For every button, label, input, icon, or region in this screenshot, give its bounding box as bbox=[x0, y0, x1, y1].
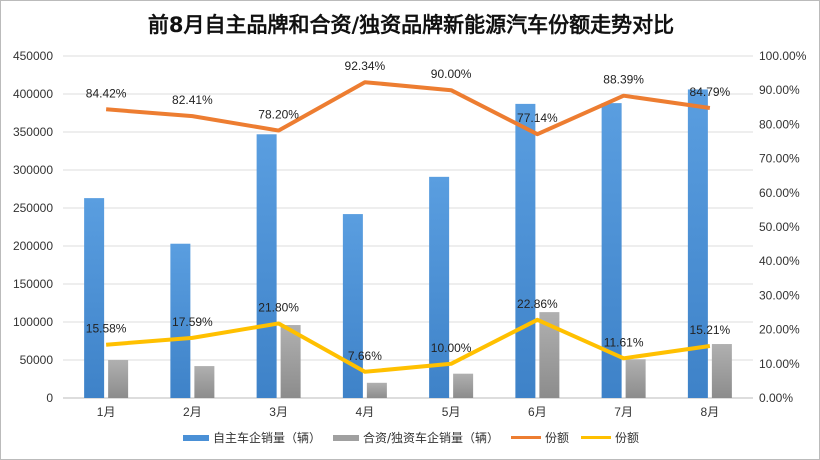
bar-domestic bbox=[256, 134, 277, 398]
data-label: 77.14% bbox=[517, 111, 558, 125]
left-tick-label: 250000 bbox=[13, 201, 53, 215]
share-line bbox=[105, 80, 711, 137]
legend-swatch bbox=[581, 436, 612, 439]
x-tick-label: 7月 bbox=[614, 405, 633, 419]
bar-domestic bbox=[84, 198, 105, 398]
share-line bbox=[105, 317, 711, 374]
left-tick-label: 400000 bbox=[13, 87, 53, 101]
x-tick-label: 3月 bbox=[269, 405, 288, 419]
right-tick-label: 60.00% bbox=[759, 186, 800, 200]
legend-label: 自主车企销量（辆） bbox=[212, 431, 321, 445]
bar-jv bbox=[625, 359, 646, 398]
right-tick-label: 50.00% bbox=[759, 220, 800, 234]
legend-item: 份额 bbox=[581, 429, 639, 446]
bar-domestic bbox=[429, 176, 450, 398]
chart-title: 前8月自主品牌和合资/独资品牌新能源汽车份额走势对比 bbox=[147, 13, 675, 37]
legend: 自主车企销量（辆） 合资/独资车企销量（辆） 份额 份额 bbox=[1, 429, 819, 446]
right-tick-label: 10.00% bbox=[759, 357, 800, 371]
legend-swatch bbox=[511, 436, 542, 439]
data-label: 78.20% bbox=[258, 108, 299, 122]
bar-domestic bbox=[601, 103, 622, 399]
data-label: 82.41% bbox=[172, 93, 213, 107]
legend-label: 合资/独资车企销量（辆） bbox=[362, 431, 500, 445]
left-tick-label: 200000 bbox=[13, 239, 53, 253]
bar-jv bbox=[366, 382, 387, 398]
data-label: 15.21% bbox=[690, 323, 731, 337]
data-label: 7.66% bbox=[348, 349, 382, 363]
legend-item: 份额 bbox=[511, 429, 569, 446]
left-tick-label: 0 bbox=[46, 391, 53, 405]
data-label: 17.59% bbox=[172, 315, 213, 329]
x-tick-label: 2月 bbox=[183, 405, 202, 419]
left-tick-label: 300000 bbox=[13, 163, 53, 177]
bar-jv bbox=[194, 366, 215, 398]
data-label: 11.61% bbox=[604, 335, 644, 349]
bar-jv bbox=[539, 312, 560, 398]
data-label: 88.39% bbox=[603, 73, 644, 87]
bar-jv bbox=[453, 373, 474, 398]
legend-label: 份额 bbox=[615, 431, 640, 445]
data-label: 22.86% bbox=[517, 297, 558, 311]
right-tick-label: 80.00% bbox=[759, 117, 800, 131]
legend-swatch bbox=[182, 434, 209, 441]
bar-jv bbox=[711, 344, 732, 398]
data-label: 92.34% bbox=[345, 59, 386, 73]
bar-jv bbox=[108, 360, 129, 398]
bar-domestic bbox=[515, 103, 536, 398]
legend-label: 份额 bbox=[545, 431, 570, 445]
data-label: 10.00% bbox=[431, 341, 472, 355]
right-tick-label: 20.00% bbox=[759, 323, 800, 337]
right-tick-label: 30.00% bbox=[759, 288, 800, 302]
bar-domestic bbox=[170, 243, 191, 398]
bar-domestic bbox=[342, 214, 363, 398]
left-tick-label: 150000 bbox=[13, 277, 53, 291]
right-tick-label: 90.00% bbox=[759, 83, 800, 97]
data-label: 15.58% bbox=[86, 322, 127, 336]
bar-domestic bbox=[687, 89, 708, 398]
x-tick-label: 6月 bbox=[528, 405, 547, 419]
legend-item: 合资/独资车企销量（辆） bbox=[332, 429, 500, 446]
x-tick-label: 8月 bbox=[701, 405, 720, 419]
left-tick-label: 350000 bbox=[13, 125, 53, 139]
right-tick-label: 40.00% bbox=[759, 254, 800, 268]
legend-swatch bbox=[332, 434, 359, 441]
right-tick-label: 70.00% bbox=[759, 152, 800, 166]
right-tick-label: 100.00% bbox=[759, 49, 807, 63]
bar-jv bbox=[280, 325, 301, 398]
x-tick-label: 1月 bbox=[97, 405, 116, 419]
data-label: 21.80% bbox=[258, 300, 299, 314]
right-tick-label: 0.00% bbox=[759, 391, 793, 405]
legend-item: 自主车企销量（辆） bbox=[182, 429, 321, 446]
x-tick-label: 4月 bbox=[356, 405, 375, 419]
data-label: 84.79% bbox=[690, 85, 731, 99]
left-tick-label: 450000 bbox=[13, 49, 53, 63]
data-label: 90.00% bbox=[431, 67, 472, 81]
x-tick-label: 5月 bbox=[442, 405, 461, 419]
left-tick-label: 100000 bbox=[13, 315, 53, 329]
data-label: 84.42% bbox=[86, 86, 127, 100]
left-tick-label: 50000 bbox=[20, 353, 54, 367]
